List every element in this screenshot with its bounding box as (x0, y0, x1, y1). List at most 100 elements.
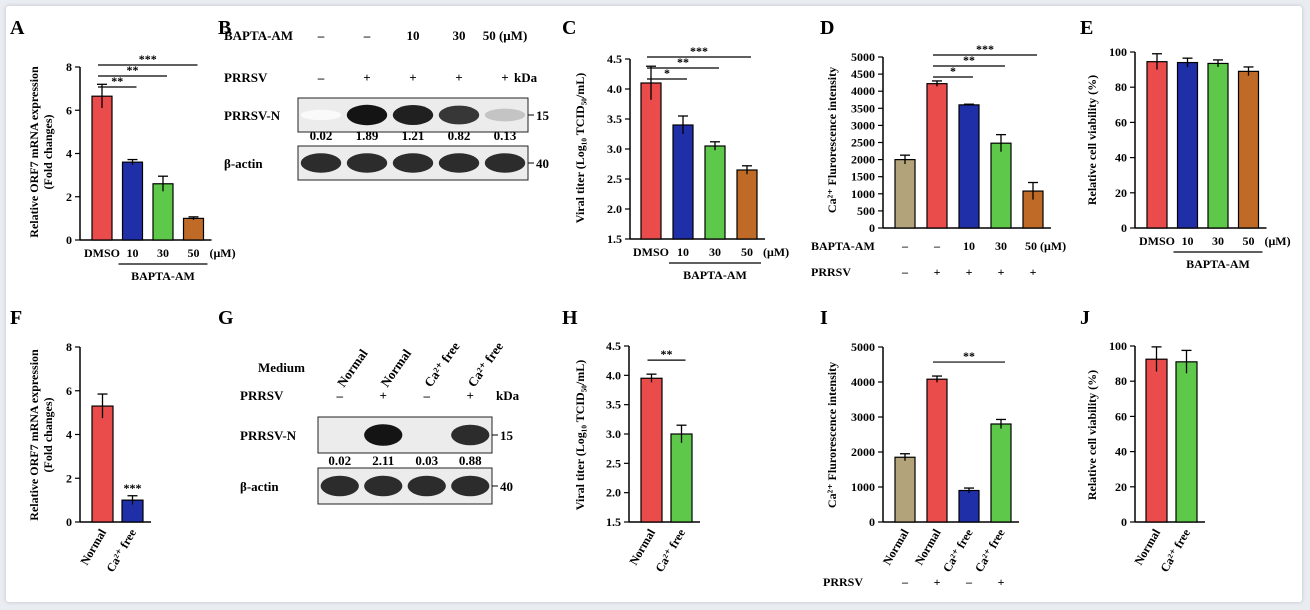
blot-band-b (392, 105, 434, 125)
x-category-text: Ca²⁺ free (1157, 526, 1193, 575)
y-tick-label-a: 0 (66, 233, 72, 247)
row-value-d: 30 (995, 239, 1007, 253)
unit-label-e: (μM) (1265, 234, 1291, 248)
y-tick-label-f: 0 (66, 515, 72, 529)
x-category-label-e: 30 (1212, 234, 1224, 248)
group-label-e: BAPTA-AM (1186, 257, 1250, 271)
y-axis-title-line: (Fold changes) (41, 114, 55, 189)
blot-band-g (451, 424, 490, 446)
group-label-a: BAPTA-AM (131, 269, 195, 283)
bar-i-0 (894, 456, 916, 523)
panel-label-a: A (10, 17, 25, 39)
blot-row-value-g: + (467, 388, 474, 403)
bar-c-1 (672, 124, 694, 240)
y-axis-title-j: Relative cell viability (%) (1085, 370, 1099, 500)
y-tick-label-j: 40 (1115, 445, 1127, 459)
panel-label-e: E (1080, 17, 1093, 39)
kda-marker-b: 15 (536, 108, 550, 123)
blot-row-value-b: + (455, 70, 462, 85)
bar-e-3 (1237, 70, 1260, 229)
blot-row-value-b: 50 (μM) (483, 28, 528, 43)
bar-i-1 (926, 378, 948, 523)
y-tick-label-c: 1.5 (607, 232, 622, 246)
bar-annotation-f: *** (124, 481, 142, 495)
y-tick-label-d: 3000 (851, 118, 875, 132)
medium-value-g: Normal (334, 346, 371, 390)
blot-quant-g: 0.03 (415, 453, 438, 468)
x-category-label-j: Ca²⁺ free (1157, 526, 1193, 575)
blot-quant-g: 0.02 (328, 453, 351, 468)
significance-label-h: ** (661, 347, 673, 361)
y-tick-label-c: 4.5 (607, 52, 622, 66)
x-category-label-h: Normal (626, 526, 658, 568)
blot-band-label-b: β-actin (224, 156, 263, 171)
x-category-label-a: 10 (127, 246, 139, 260)
bar-a-2 (152, 183, 174, 241)
panel-label-c: C (562, 17, 576, 39)
blot-quant-b: 1.21 (402, 128, 425, 143)
blot-band-g (451, 475, 490, 497)
y-tick-label-c: 3.5 (607, 112, 622, 126)
x-category-label-f: Normal (77, 526, 109, 568)
x-category-label-c: DMSO (633, 245, 669, 259)
blot-band-label-g: β-actin (240, 479, 279, 494)
significance-label-d: ** (963, 53, 975, 67)
blot-band-g (407, 475, 446, 497)
blot-row-value-b: + (501, 70, 508, 85)
row-value-d: + (966, 265, 973, 279)
y-axis-title-c: Viral titer (Log₁₀ TCID₅₀/mL) (573, 73, 587, 224)
y-axis-title-line: (Fold changes) (41, 397, 55, 472)
significance-label-a: ** (111, 74, 123, 88)
bar-d-2 (958, 104, 980, 229)
x-category-label-j: Normal (1131, 526, 1163, 568)
y-axis-title-e: Relative cell viability (%) (1085, 75, 1099, 205)
y-axis-title-i: Ca²⁺ Flurorescence intensity (825, 362, 839, 508)
blot-row-label-b: BAPTA-AM (224, 28, 293, 43)
medium-value-g: Ca²⁺ free (464, 339, 506, 390)
x-category-label-c: 50 (741, 245, 753, 259)
x-category-label-c: 30 (709, 245, 721, 259)
blot-row-value-g: – (423, 388, 431, 403)
y-tick-label-e: 60 (1115, 115, 1127, 129)
y-axis-title-line: Relative ORF7 mRNA expression (27, 349, 41, 521)
bar-a-3 (182, 217, 205, 241)
blot-row-value-b: 30 (453, 28, 466, 43)
bar-i-3 (990, 423, 1012, 523)
x-category-label-c: 10 (677, 245, 689, 259)
panel-label-f: F (10, 307, 22, 329)
bar-h-0 (640, 377, 663, 523)
row-value-d: 10 (963, 239, 975, 253)
panel-label-b: B (218, 17, 231, 39)
significance-label-c: *** (690, 44, 708, 58)
medium-value-text: Ca²⁺ free (464, 339, 506, 390)
kda-marker-b: 40 (536, 156, 549, 171)
blot-band-b (392, 153, 434, 173)
y-tick-label-a: 8 (66, 60, 72, 74)
y-axis-title-line: Ca²⁺ Flurorescence intensity (825, 362, 839, 508)
y-axis-title-a: Relative ORF7 mRNA expression (Fold chang… (27, 66, 55, 238)
y-tick-label-e: 40 (1115, 151, 1127, 165)
y-tick-label-f: 6 (66, 384, 72, 398)
panel-label-h: H (562, 307, 578, 329)
y-tick-label-j: 0 (1121, 515, 1127, 529)
blot-band-g (364, 424, 403, 446)
blot-band-g (320, 475, 359, 497)
row-value-i: + (934, 575, 941, 589)
x-category-label-i: Ca²⁺ free (972, 526, 1008, 575)
bar-a-1 (121, 161, 144, 241)
y-tick-label-h: 4.5 (606, 339, 621, 353)
y-tick-label-f: 2 (66, 471, 72, 485)
y-tick-label-f: 4 (66, 428, 72, 442)
blot-quant-b: 0.82 (448, 128, 471, 143)
y-tick-label-d: 0 (869, 221, 875, 235)
y-axis-title-f: Relative ORF7 mRNA expression (Fold chang… (27, 349, 55, 521)
row-value-d: – (901, 239, 909, 253)
bar-f-0 (91, 405, 114, 523)
y-tick-label-j: 60 (1115, 409, 1127, 423)
row-label-d: PRRSV (811, 265, 851, 279)
y-tick-label-c: 2.0 (607, 202, 622, 216)
bar-d-1 (926, 83, 948, 229)
row-value-d: + (1030, 265, 1037, 279)
blot-row-value-b: 10 (407, 28, 420, 43)
y-tick-label-j: 20 (1115, 480, 1127, 494)
